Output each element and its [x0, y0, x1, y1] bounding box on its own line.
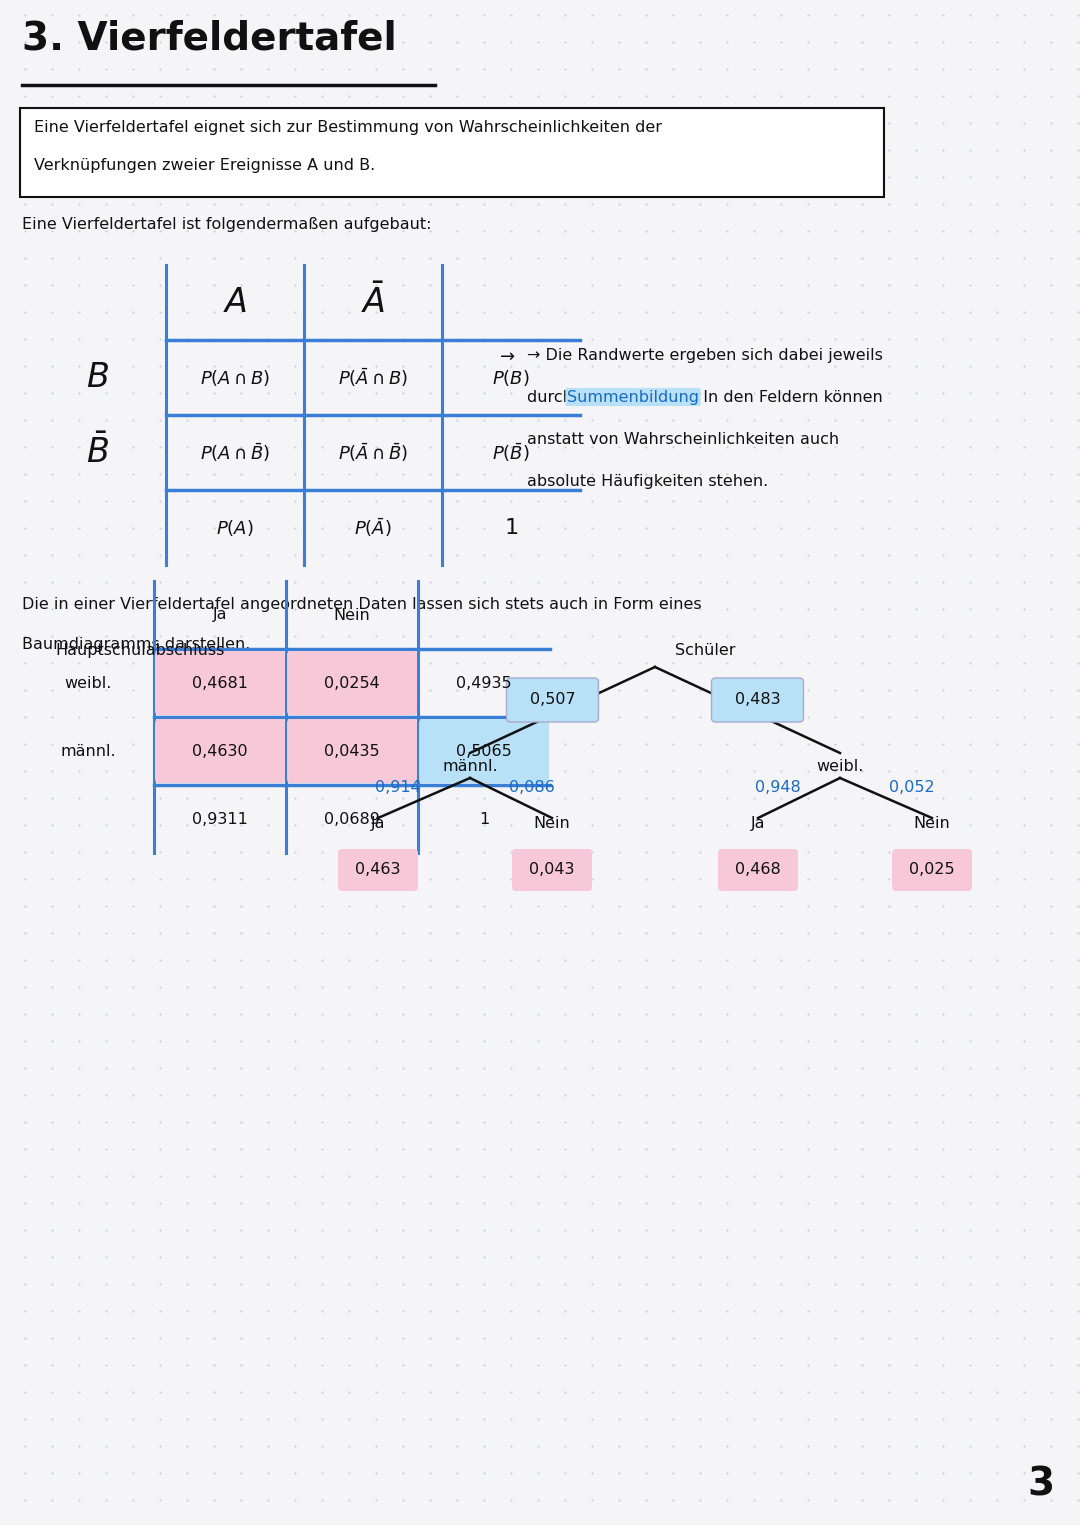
- Text: 0,914: 0,914: [375, 779, 421, 795]
- FancyBboxPatch shape: [507, 679, 598, 721]
- Text: 1: 1: [478, 811, 489, 827]
- Text: 0,948: 0,948: [755, 779, 801, 795]
- Text: Summenbildung: Summenbildung: [567, 389, 699, 404]
- Text: $P(\bar{A}\cap B)$: $P(\bar{A}\cap B)$: [338, 366, 408, 389]
- Text: →: →: [500, 348, 515, 366]
- Text: Ja: Ja: [751, 816, 766, 831]
- Text: Schüler: Schüler: [675, 644, 735, 657]
- FancyBboxPatch shape: [892, 849, 972, 891]
- Text: Eine Vierfeldertafel eignet sich zur Bestimmung von Wahrscheinlichkeiten der: Eine Vierfeldertafel eignet sich zur Bes…: [33, 120, 662, 136]
- Text: $P(A)$: $P(A)$: [216, 517, 254, 537]
- Text: 0,086: 0,086: [509, 779, 555, 795]
- Text: 0,043: 0,043: [529, 863, 575, 877]
- FancyBboxPatch shape: [287, 718, 417, 782]
- FancyBboxPatch shape: [512, 849, 592, 891]
- Text: → Die Randwerte ergeben sich dabei jeweils: → Die Randwerte ergeben sich dabei jewei…: [527, 348, 882, 363]
- Text: männl.: männl.: [442, 759, 498, 775]
- Text: Hauptschulabschluss: Hauptschulabschluss: [55, 644, 225, 657]
- Text: weibl.: weibl.: [65, 676, 111, 691]
- FancyBboxPatch shape: [338, 849, 418, 891]
- Text: 0,507: 0,507: [529, 692, 576, 708]
- Text: anstatt von Wahrscheinlichkeiten auch: anstatt von Wahrscheinlichkeiten auch: [527, 432, 839, 447]
- FancyBboxPatch shape: [21, 108, 885, 197]
- Text: 3: 3: [1028, 1466, 1055, 1504]
- Text: $\bar{A}$: $\bar{A}$: [361, 285, 386, 320]
- Text: Nein: Nein: [334, 607, 370, 622]
- Text: 3. Vierfeldertafel: 3. Vierfeldertafel: [22, 20, 396, 58]
- Text: 0,4630: 0,4630: [192, 744, 247, 758]
- FancyBboxPatch shape: [287, 651, 417, 715]
- Text: Die in einer Vierfeldertafel angeordneten Daten lassen sich stets auch in Form e: Die in einer Vierfeldertafel angeordnete…: [22, 596, 702, 612]
- Text: 0,0689: 0,0689: [324, 811, 380, 827]
- Text: $P(A\cap\bar{B})$: $P(A\cap\bar{B})$: [200, 441, 270, 464]
- Text: 0,4681: 0,4681: [192, 676, 248, 691]
- Text: 0,052: 0,052: [889, 779, 935, 795]
- Text: Ja: Ja: [213, 607, 227, 622]
- Text: Ja: Ja: [370, 816, 386, 831]
- Text: absolute Häufigkeiten stehen.: absolute Häufigkeiten stehen.: [527, 473, 768, 488]
- FancyBboxPatch shape: [712, 679, 804, 721]
- Text: $P(\bar{A})$: $P(\bar{A})$: [354, 515, 392, 538]
- Text: $P(\bar{A}\cap\bar{B})$: $P(\bar{A}\cap\bar{B})$: [338, 441, 408, 464]
- Text: 0,025: 0,025: [909, 863, 955, 877]
- Text: Baumdiagramms darstellen.: Baumdiagramms darstellen.: [22, 637, 251, 653]
- Text: 0,463: 0,463: [355, 863, 401, 877]
- Text: 0,9311: 0,9311: [192, 811, 248, 827]
- Text: 0,4935: 0,4935: [456, 676, 512, 691]
- Text: 0,483: 0,483: [734, 692, 781, 708]
- Text: weibl.: weibl.: [816, 759, 864, 775]
- Text: $\bar{B}$: $\bar{B}$: [85, 435, 108, 470]
- Text: $P(B)$: $P(B)$: [492, 368, 530, 387]
- Text: $P(A\cap B)$: $P(A\cap B)$: [200, 368, 270, 387]
- Text: Nein: Nein: [534, 816, 570, 831]
- Text: $P(\bar{B})$: $P(\bar{B})$: [492, 441, 530, 464]
- FancyBboxPatch shape: [419, 718, 549, 782]
- Text: Eine Vierfeldertafel ist folgendermaßen aufgebaut:: Eine Vierfeldertafel ist folgendermaßen …: [22, 217, 432, 232]
- Text: durch: durch: [527, 389, 578, 404]
- Text: Nein: Nein: [914, 816, 950, 831]
- FancyBboxPatch shape: [156, 651, 285, 715]
- FancyBboxPatch shape: [156, 718, 285, 782]
- Text: $1$: $1$: [504, 517, 518, 537]
- Text: 0,5065: 0,5065: [456, 744, 512, 758]
- Text: $B$: $B$: [85, 361, 108, 393]
- Text: . In den Feldern können: . In den Feldern können: [693, 389, 882, 404]
- FancyBboxPatch shape: [718, 849, 798, 891]
- Text: 0,0254: 0,0254: [324, 676, 380, 691]
- Text: 0,0435: 0,0435: [324, 744, 380, 758]
- Text: $A$: $A$: [222, 287, 247, 319]
- Text: 0,468: 0,468: [735, 863, 781, 877]
- Text: Verknüpfungen zweier Ereignisse A und B.: Verknüpfungen zweier Ereignisse A und B.: [33, 159, 375, 172]
- Text: männl.: männl.: [60, 744, 116, 758]
